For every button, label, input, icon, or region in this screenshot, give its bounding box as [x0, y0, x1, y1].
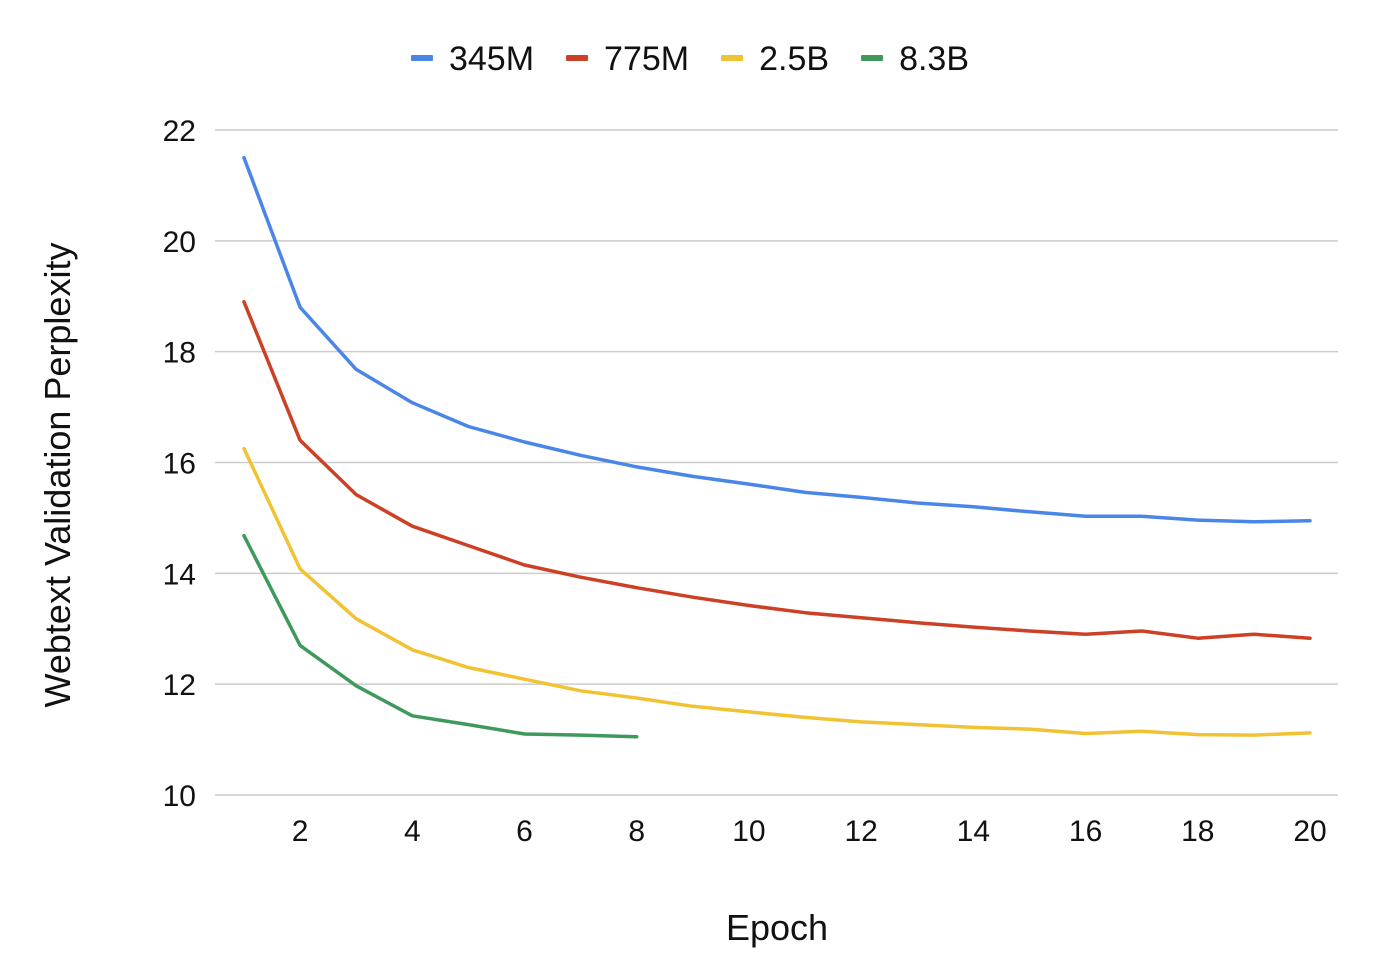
x-tick-label: 2 — [292, 815, 309, 848]
legend-label: 345M — [449, 40, 534, 78]
series-line-775m — [242, 300, 1312, 640]
y-tick-label: 10 — [163, 780, 196, 813]
x-tick-label: 16 — [1069, 815, 1102, 848]
x-tick-label: 20 — [1293, 815, 1326, 848]
legend-swatch — [861, 55, 884, 61]
gridlines — [215, 129, 1338, 796]
series-line-345m — [242, 155, 1312, 524]
legend-label: 8.3B — [899, 40, 969, 78]
y-axis-title: Webtext Validation Perplexity — [37, 243, 78, 708]
x-axis-ticks: 2 4 6 8 10 12 14 16 18 20 — [292, 815, 1327, 848]
x-tick-label: 4 — [404, 815, 421, 848]
legend: 345M 775M 2.5B 8.3B — [410, 40, 969, 78]
legend-swatch — [410, 55, 433, 61]
x-axis-title: Epoch — [726, 907, 828, 948]
legend-label: 775M — [604, 40, 689, 78]
legend-swatch — [721, 55, 744, 61]
y-tick-label: 20 — [163, 226, 196, 259]
x-tick-label: 10 — [732, 815, 765, 848]
legend-swatch — [566, 55, 589, 61]
x-tick-label: 12 — [844, 815, 877, 848]
y-tick-label: 22 — [163, 115, 196, 148]
legend-label: 2.5B — [759, 40, 829, 78]
series-line-8-3b — [242, 533, 639, 739]
y-tick-label: 14 — [163, 558, 196, 591]
y-tick-label: 12 — [163, 669, 196, 702]
x-tick-label: 18 — [1181, 815, 1214, 848]
y-tick-label: 16 — [163, 448, 196, 481]
y-tick-label: 18 — [163, 337, 196, 370]
x-tick-label: 14 — [957, 815, 990, 848]
x-tick-label: 6 — [516, 815, 533, 848]
x-tick-label: 8 — [628, 815, 645, 848]
series-line-2-5b — [242, 446, 1312, 737]
series-lines — [242, 155, 1312, 739]
y-axis-ticks: 10 12 14 16 18 20 22 — [163, 115, 196, 813]
